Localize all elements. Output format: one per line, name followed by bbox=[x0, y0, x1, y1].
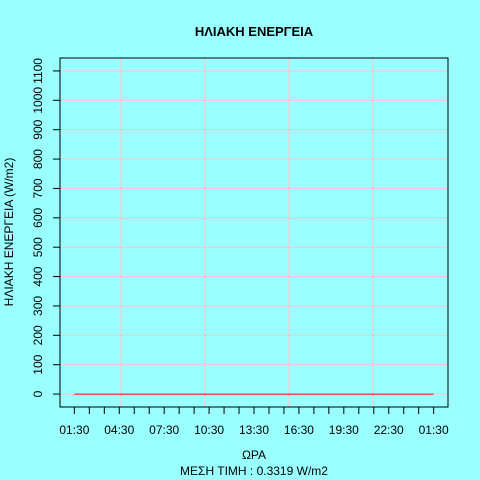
x-tick-label: 04:30 bbox=[104, 423, 134, 437]
y-tick-label: 800 bbox=[31, 149, 45, 169]
y-tick-label: 600 bbox=[31, 207, 45, 227]
y-tick-label: 400 bbox=[31, 266, 45, 286]
x-tick-label: 10:30 bbox=[194, 423, 224, 437]
y-tick-label: 300 bbox=[31, 296, 45, 316]
x-tick-label: 16:30 bbox=[284, 423, 314, 437]
y-tick-label: 0 bbox=[31, 390, 45, 397]
y-tick-label: 1000 bbox=[31, 87, 45, 114]
plot-frame bbox=[59, 57, 449, 408]
x-tick-label: 07:30 bbox=[149, 423, 179, 437]
y-tick-label: 700 bbox=[31, 178, 45, 198]
vertical-grid bbox=[120, 58, 374, 407]
chart-title: ΗΛΙΑΚΗ ΕΝΕΡΓΕΙΑ bbox=[195, 24, 314, 39]
y-tick-label: 900 bbox=[31, 119, 45, 139]
x-tick-label: 01:30 bbox=[419, 423, 449, 437]
y-axis-label: ΗΛΙΑΚΗ ΕΝΕΡΓΕΙΑ (W/m2) bbox=[2, 158, 16, 307]
x-tick-label: 19:30 bbox=[329, 423, 359, 437]
x-tick-label: 01:30 bbox=[59, 423, 89, 437]
x-axis-label: ΩΡΑ bbox=[242, 448, 266, 462]
y-tick-label: 1100 bbox=[31, 58, 45, 84]
y-tick-label: 200 bbox=[31, 325, 45, 345]
y-tick-label: 100 bbox=[31, 354, 45, 374]
subtitle: ΜΕΣΗ ΤΙΜΗ : 0.3319 W/m2 bbox=[180, 464, 328, 478]
x-tick-label: 13:30 bbox=[239, 423, 269, 437]
y-tick-label: 500 bbox=[31, 237, 45, 257]
x-tick-label: 22:30 bbox=[374, 423, 404, 437]
